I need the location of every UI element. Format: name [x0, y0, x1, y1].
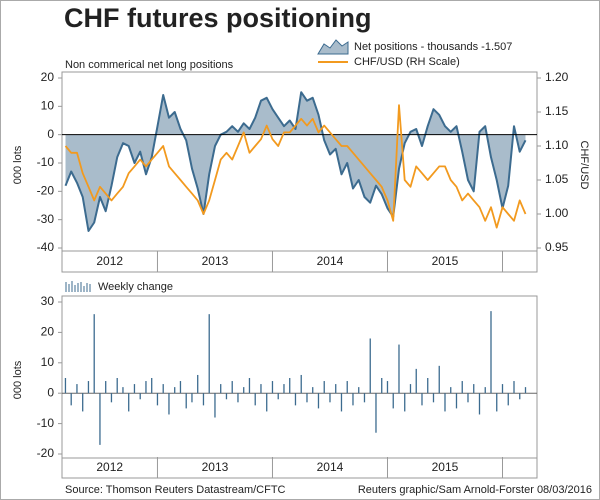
- y-tick-label: 0: [47, 127, 54, 141]
- y-tick-label: -10: [37, 416, 55, 430]
- y2-axis-label: CHF/USD: [578, 141, 590, 190]
- legend-label: Net positions - thousands -1.507: [354, 41, 512, 53]
- x-tick-label: 2015: [432, 460, 459, 474]
- y-tick-label: 10: [41, 99, 55, 113]
- legend-swatch: [65, 281, 91, 292]
- credit: Reuters graphic/Sam Arnold-Forster 08/03…: [358, 484, 592, 496]
- y2-tick-label: 1.20: [545, 70, 569, 84]
- x-tick-label: 2012: [96, 460, 123, 474]
- legend-label: Weekly change: [98, 281, 173, 293]
- source: Source: Thomson Reuters Datastream/CFTC: [65, 484, 286, 496]
- y-tick-label: 30: [41, 294, 55, 308]
- y-tick-label: -30: [37, 212, 55, 226]
- legend-label: CHF/USD (RH Scale): [354, 56, 460, 68]
- y-axis-label: 000 lots: [12, 360, 24, 399]
- subtitle: Non commerical net long positions: [65, 59, 234, 71]
- y-tick-label: -20: [37, 184, 55, 198]
- y2-tick-label: 1.00: [545, 206, 569, 220]
- y2-tick-label: 1.15: [545, 104, 569, 118]
- x-tick-label: 2012: [96, 254, 123, 268]
- y-tick-label: 0: [47, 385, 54, 399]
- y-tick-label: -20: [37, 446, 55, 460]
- plot-frame: [61, 71, 538, 273]
- line: [64, 104, 527, 229]
- area-line: [64, 91, 527, 232]
- plot-frame: [61, 295, 538, 479]
- x-tick-label: 2015: [432, 254, 459, 268]
- legend-swatch: [317, 39, 349, 55]
- chart-title: CHF futures positioning: [64, 3, 371, 33]
- x-tick-label: 2014: [317, 254, 344, 268]
- y2-tick-label: 1.10: [545, 138, 569, 152]
- y-tick-label: -10: [37, 155, 55, 169]
- y-axis-label: 000 lots: [12, 145, 24, 184]
- x-tick-label: 2013: [202, 460, 229, 474]
- y2-tick-label: 0.95: [545, 240, 569, 254]
- y-tick-label: 10: [41, 355, 55, 369]
- y-tick-label: 20: [41, 70, 55, 84]
- x-tick-label: 2013: [202, 254, 229, 268]
- y2-tick-label: 1.05: [545, 172, 569, 186]
- y-tick-label: -40: [37, 240, 55, 254]
- y-tick-label: 20: [41, 325, 55, 339]
- x-tick-label: 2014: [317, 460, 344, 474]
